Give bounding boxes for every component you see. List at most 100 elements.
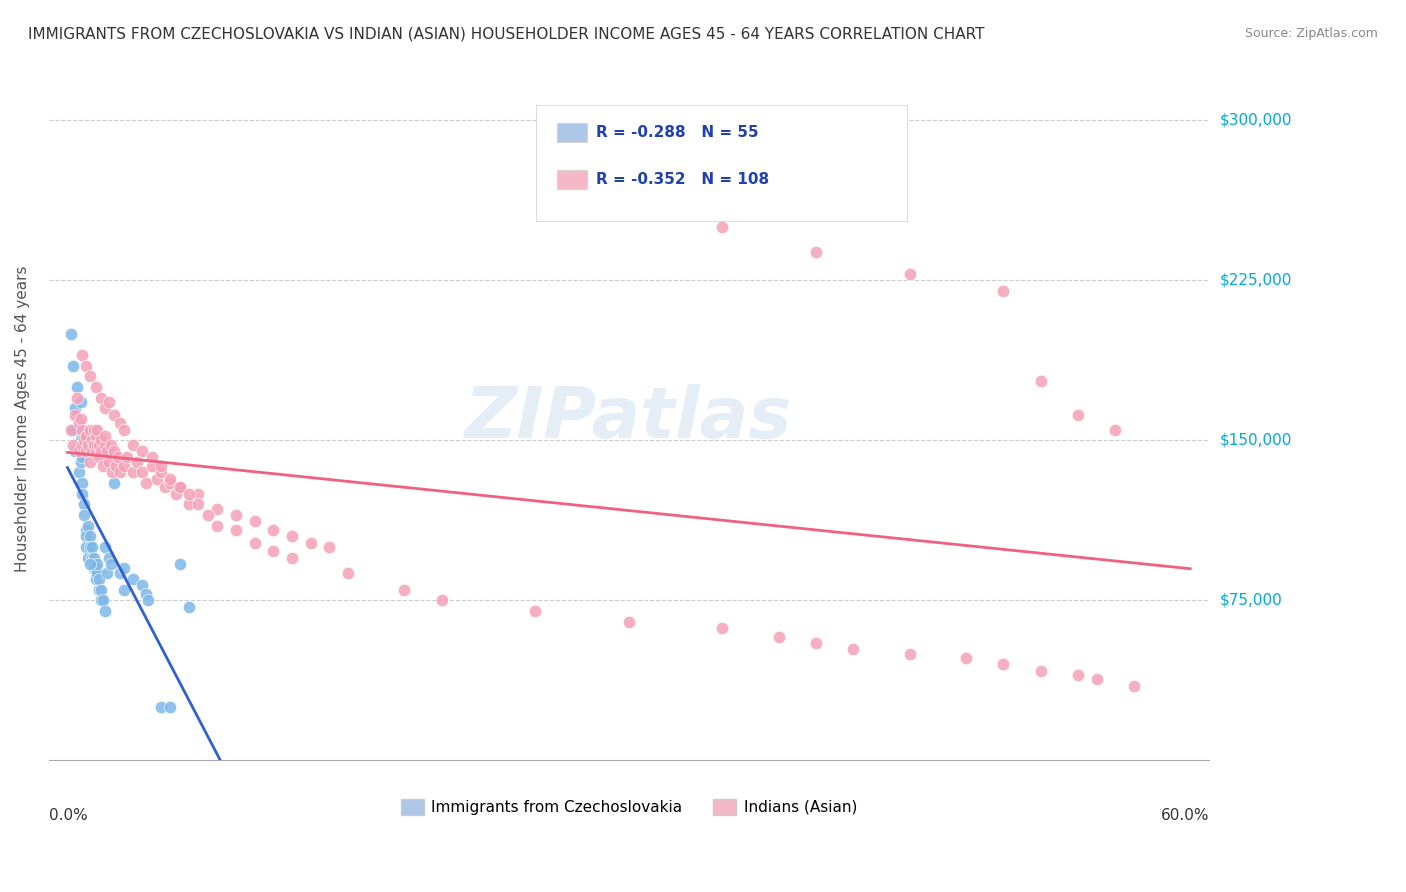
Point — [169, 557, 191, 571]
Text: Source: ZipAtlas.com: Source: ZipAtlas.com — [1244, 27, 1378, 40]
Point — [394, 582, 416, 597]
Point — [72, 423, 94, 437]
Point — [77, 518, 100, 533]
Point — [205, 518, 228, 533]
Point — [90, 434, 112, 448]
Point — [79, 540, 101, 554]
Point — [337, 566, 360, 580]
Point — [107, 450, 129, 465]
Point — [101, 465, 124, 479]
Point — [262, 523, 284, 537]
Point — [86, 557, 108, 571]
Point — [108, 416, 131, 430]
Point — [72, 348, 94, 362]
Point — [89, 450, 111, 465]
Point — [91, 593, 114, 607]
Point — [1085, 673, 1108, 687]
Point — [63, 444, 86, 458]
Point — [83, 423, 105, 437]
Point — [75, 444, 97, 458]
Point — [1123, 679, 1146, 693]
Point — [67, 416, 90, 430]
Point — [804, 245, 827, 260]
Point — [69, 454, 91, 468]
Point — [75, 523, 97, 537]
Legend: Immigrants from Czechoslovakia, Indians (Asian): Immigrants from Czechoslovakia, Indians … — [395, 793, 863, 821]
Point — [112, 423, 135, 437]
Point — [122, 572, 145, 586]
Point — [135, 475, 157, 490]
Point — [1029, 664, 1052, 678]
Point — [159, 700, 181, 714]
Point — [75, 359, 97, 373]
Point — [67, 444, 90, 458]
Point — [80, 550, 103, 565]
Point — [86, 437, 108, 451]
Point — [150, 458, 173, 473]
Point — [97, 454, 120, 468]
Point — [103, 475, 125, 490]
Point — [108, 566, 131, 580]
Point — [281, 550, 304, 565]
Point — [103, 444, 125, 458]
Point — [187, 486, 209, 500]
Point — [97, 395, 120, 409]
Point — [955, 651, 977, 665]
Point — [122, 437, 145, 451]
Point — [72, 450, 94, 465]
Point — [97, 550, 120, 565]
Point — [898, 647, 921, 661]
Point — [84, 444, 107, 458]
Point — [131, 578, 153, 592]
Text: R = -0.352   N = 108: R = -0.352 N = 108 — [596, 172, 769, 187]
Point — [150, 700, 173, 714]
Point — [79, 369, 101, 384]
Point — [84, 561, 107, 575]
Point — [83, 437, 105, 451]
Point — [90, 582, 112, 597]
Point — [79, 557, 101, 571]
Point — [94, 540, 117, 554]
Point — [100, 557, 122, 571]
Point — [79, 529, 101, 543]
Point — [62, 437, 84, 451]
Point — [80, 444, 103, 458]
Point — [122, 465, 145, 479]
Point — [91, 458, 114, 473]
Point — [430, 593, 453, 607]
Point — [63, 408, 86, 422]
Point — [73, 508, 96, 522]
Point — [150, 465, 173, 479]
Text: $150,000: $150,000 — [1220, 433, 1292, 448]
Point — [69, 412, 91, 426]
Point — [1067, 408, 1090, 422]
Point — [112, 582, 135, 597]
Point — [842, 642, 865, 657]
Point — [84, 429, 107, 443]
Point — [112, 458, 135, 473]
FancyBboxPatch shape — [557, 170, 588, 189]
Point — [243, 535, 266, 549]
Point — [1104, 423, 1126, 437]
Point — [90, 593, 112, 607]
Point — [77, 437, 100, 451]
Point — [77, 550, 100, 565]
Text: $225,000: $225,000 — [1220, 273, 1292, 288]
Point — [72, 486, 94, 500]
Point — [73, 434, 96, 448]
Point — [318, 540, 340, 554]
Point — [768, 630, 790, 644]
Point — [63, 401, 86, 416]
Text: 60.0%: 60.0% — [1160, 808, 1209, 823]
Point — [136, 593, 159, 607]
Text: R = -0.288   N = 55: R = -0.288 N = 55 — [596, 125, 759, 139]
Point — [177, 599, 200, 614]
Point — [62, 423, 84, 437]
Point — [281, 529, 304, 543]
Point — [94, 604, 117, 618]
Point — [197, 508, 219, 522]
Point — [96, 566, 118, 580]
Point — [225, 523, 247, 537]
Point — [69, 434, 91, 448]
Point — [165, 486, 187, 500]
